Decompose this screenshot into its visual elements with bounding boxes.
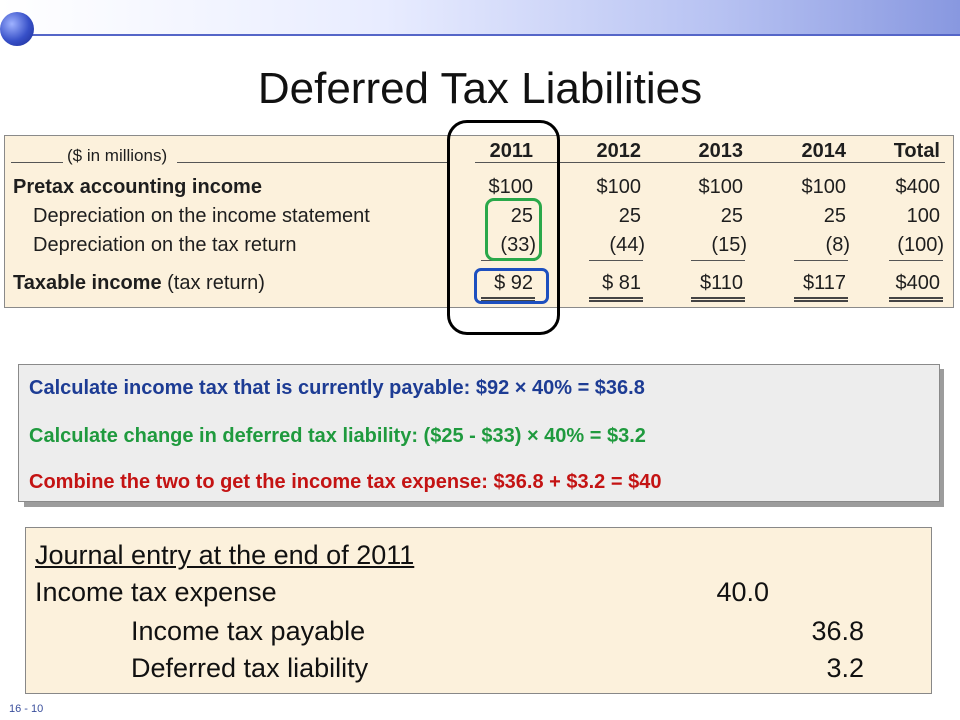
row-book-depr-label: Depreciation on the income statement — [33, 205, 370, 227]
journal-credit-deferred: 3.2 — [826, 653, 864, 683]
cell-taxable-2014: $117 — [802, 272, 846, 294]
header-rule-left — [11, 162, 63, 163]
cell-book-depr-2013: 25 — [720, 205, 743, 227]
depreciation-2011-highlight — [485, 198, 542, 261]
header-rule — [14, 34, 960, 36]
cell-book-depr-total: 100 — [906, 205, 940, 227]
cell-pretax-2014: $100 — [801, 176, 847, 198]
slide-number: 16 - 10 — [9, 703, 44, 715]
subtotal-rule-total — [889, 260, 943, 261]
header-rule-right — [475, 162, 945, 163]
header-rule-mid — [177, 162, 449, 163]
row-tax-depr-label: Depreciation on the tax return — [33, 234, 297, 256]
year-2014: 2014 — [801, 140, 847, 162]
total-rule-2012 — [589, 297, 643, 302]
cell-tax-depr-2013: (15) — [711, 234, 747, 256]
corner-orb — [0, 12, 34, 46]
cell-taxable-total: $400 — [895, 272, 941, 294]
cell-tax-depr-2012: (44) — [609, 234, 645, 256]
journal-account-expense: Income tax expense — [35, 577, 277, 607]
journal-entry-box: Journal entry at the end of 2011 Income … — [25, 527, 932, 694]
journal-account-payable: Income tax payable — [131, 616, 366, 646]
taxable-label-rest: (tax return) — [167, 272, 265, 294]
subtotal-rule-2014 — [794, 260, 848, 261]
year-2012: 2012 — [596, 140, 642, 162]
journal-title: Journal entry at the end of 2011 — [35, 540, 415, 570]
total-rule-2013 — [691, 297, 745, 302]
cell-pretax-total: $400 — [895, 176, 941, 198]
column-2011-highlight — [447, 120, 560, 335]
cell-book-depr-2014: 25 — [823, 205, 846, 227]
cell-taxable-2012: $ 81 — [602, 272, 641, 294]
cell-pretax-2011: $100 — [488, 176, 534, 198]
tax-table: ($ in millions) 2011 2012 2013 2014 Tota… — [4, 135, 954, 308]
calc-deferred-change: Calculate change in deferred tax liabili… — [29, 425, 646, 447]
taxable-income-2011-highlight — [474, 268, 549, 304]
year-2013: 2013 — [698, 140, 744, 162]
calc-current-payable: Calculate income tax that is currently p… — [29, 377, 645, 399]
calc-tax-expense: Combine the two to get the income tax ex… — [29, 471, 662, 493]
cell-taxable-2013: $110 — [699, 272, 743, 294]
slide-title: Deferred Tax Liabilities — [257, 64, 703, 113]
total-rule-2014 — [794, 297, 848, 302]
year-total: Total — [893, 140, 940, 162]
row-pretax-label: Pretax accounting income — [13, 176, 262, 198]
taxable-label-bold: Taxable income — [13, 272, 162, 294]
total-rule-total — [889, 297, 943, 302]
journal-credit-payable: 36.8 — [811, 616, 864, 646]
cell-pretax-2012: $100 — [596, 176, 642, 198]
cell-tax-depr-2014: (8) — [825, 234, 850, 256]
units-label: ($ in millions) — [67, 146, 168, 165]
cell-book-depr-2011: 25 — [510, 205, 533, 227]
cell-book-depr-2012: 25 — [618, 205, 641, 227]
subtotal-rule-2012 — [589, 260, 643, 261]
cell-tax-depr-2011: (33) — [500, 234, 536, 256]
journal-debit-expense: 40.0 — [716, 577, 769, 607]
cell-taxable-2011: $ 92 — [494, 272, 533, 294]
cell-pretax-2013: $100 — [698, 176, 744, 198]
cell-tax-depr-total: (100) — [897, 234, 944, 256]
header-band — [0, 0, 960, 34]
row-taxable-label: Taxable income (tax return) — [13, 272, 265, 295]
year-2011: 2011 — [489, 140, 533, 162]
journal-account-deferred: Deferred tax liability — [131, 653, 369, 683]
calculation-box: Calculate income tax that is currently p… — [18, 364, 940, 502]
subtotal-rule-2013 — [691, 260, 745, 261]
